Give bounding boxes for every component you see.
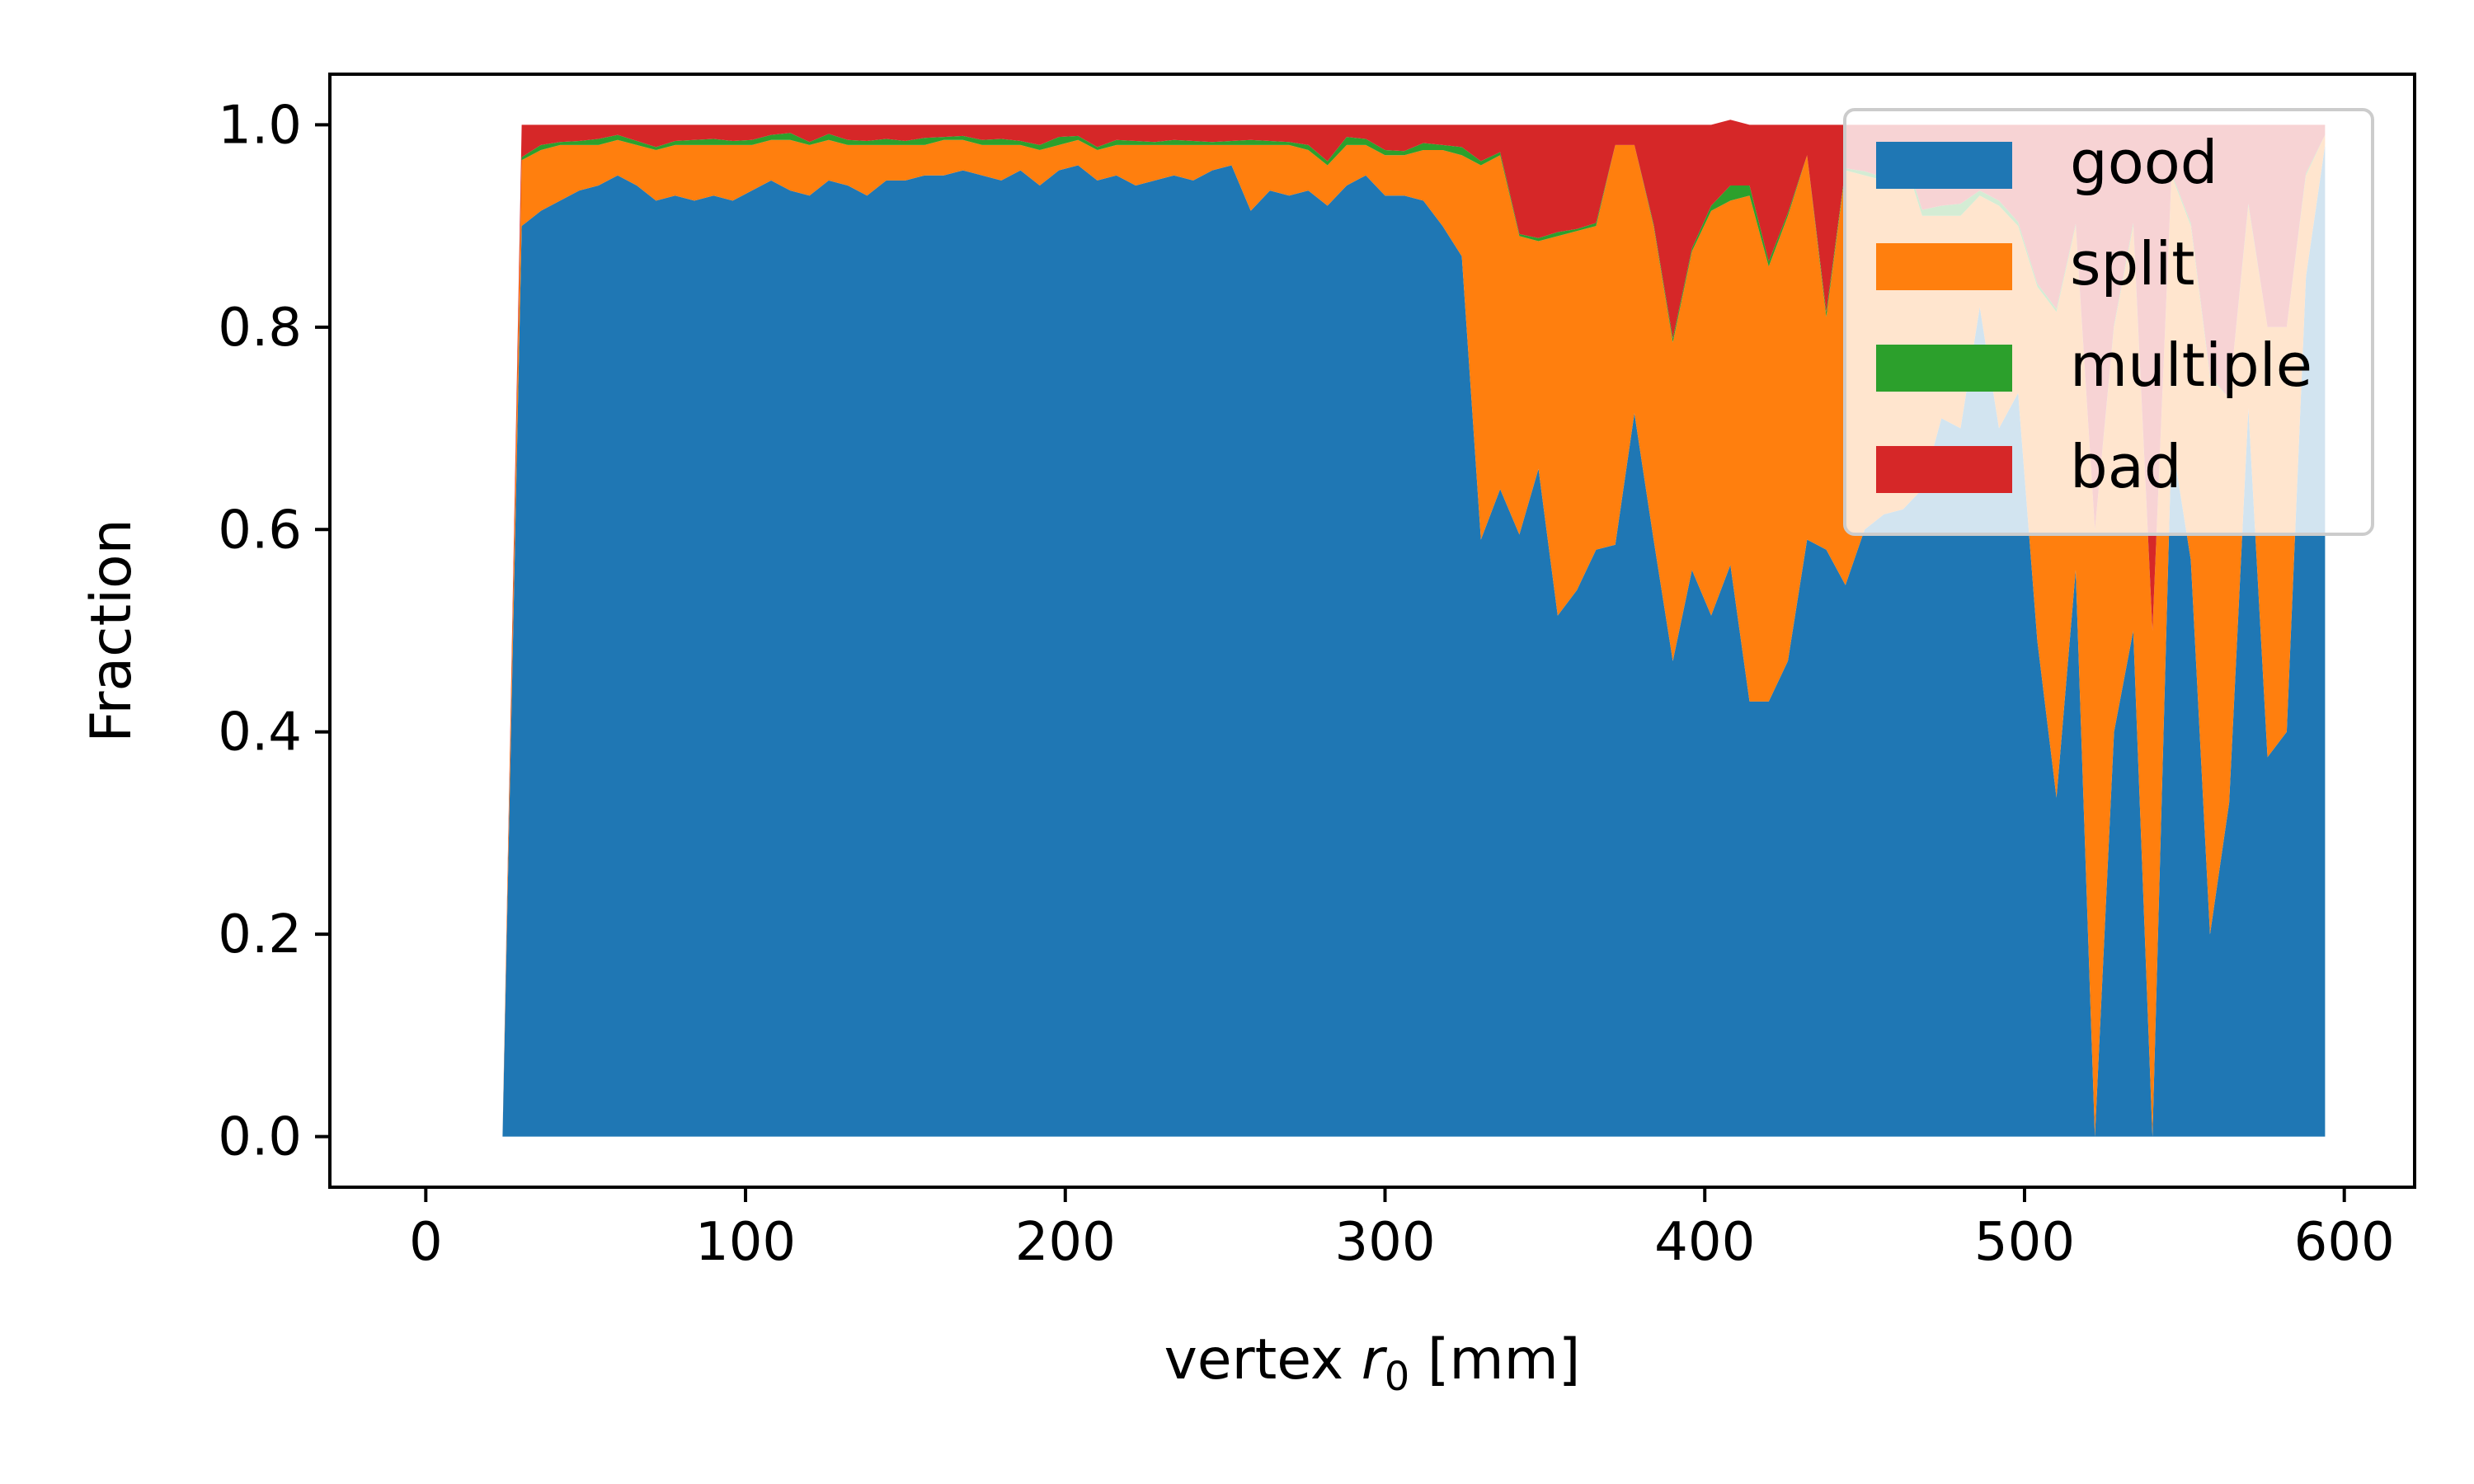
legend-swatch-good <box>1876 142 2012 189</box>
x-axis-label-unit: [mm] <box>1409 1327 1580 1392</box>
area-good <box>502 144 2326 1137</box>
x-tick-label: 0 <box>409 1212 443 1273</box>
x-axis-label: vertex r0 [mm] <box>1164 1327 1581 1400</box>
legend-swatch-multiple <box>1876 345 2012 392</box>
legend: good split multiple bad <box>1843 108 2374 536</box>
legend-swatch-split <box>1876 243 2012 290</box>
x-axis: 0 100 200 300 400 500 600 <box>409 1187 2395 1273</box>
y-tick-label: 0.2 <box>218 904 302 965</box>
y-tick-label: 0.0 <box>218 1107 302 1168</box>
plot-frame <box>328 73 2416 1189</box>
y-axis-label: Fraction <box>79 519 144 742</box>
x-tick-label: 500 <box>1974 1212 2075 1273</box>
x-axis-label-variable: r <box>1362 1327 1388 1392</box>
legend-frame <box>1843 108 2374 536</box>
x-tick-label: 300 <box>1334 1212 1435 1273</box>
x-axis-label-subscript: 0 <box>1385 1354 1410 1400</box>
x-tick-label: 600 <box>2294 1212 2395 1273</box>
x-tick-label: 200 <box>1015 1212 1116 1273</box>
legend-label-split: split <box>2070 229 2194 298</box>
x-tick-label: 100 <box>695 1212 796 1273</box>
x-tick-label: 400 <box>1654 1212 1755 1273</box>
y-tick-label: 0.6 <box>218 500 302 561</box>
legend-entries: good split multiple bad <box>1876 128 2312 501</box>
y-axis: 0.0 0.2 0.4 0.6 0.8 1.0 <box>218 95 330 1168</box>
x-axis-label-text: vertex <box>1164 1327 1362 1392</box>
y-tick-label: 1.0 <box>218 95 302 156</box>
y-tick-label: 0.4 <box>218 702 302 763</box>
legend-label-multiple: multiple <box>2070 331 2312 400</box>
legend-label-bad: bad <box>2070 432 2182 501</box>
legend-label-good: good <box>2070 128 2218 197</box>
legend-swatch-bad <box>1876 446 2012 493</box>
y-tick-label: 0.8 <box>218 298 302 359</box>
